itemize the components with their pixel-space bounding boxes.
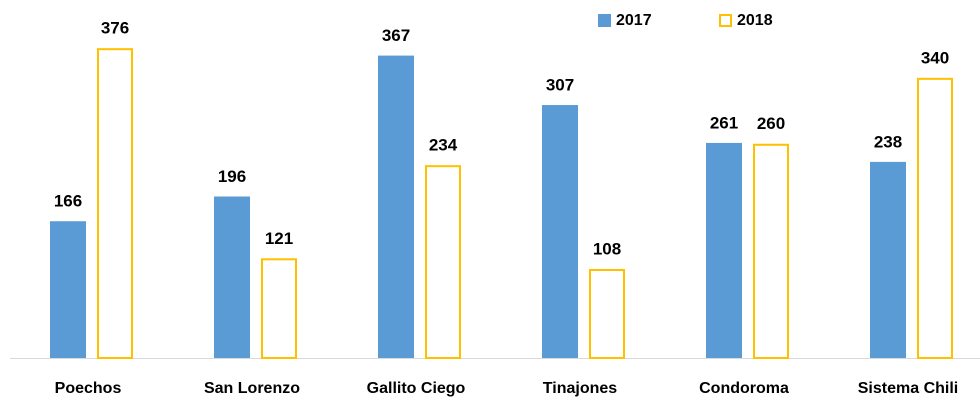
value-label: 238 <box>874 132 902 151</box>
x-tick-label: Gallito Ciego <box>367 380 466 397</box>
value-label: 367 <box>382 26 410 45</box>
value-label: 376 <box>101 19 129 38</box>
bar <box>425 165 461 359</box>
legend-swatch <box>598 14 611 27</box>
bar <box>706 142 742 358</box>
legend-swatch <box>719 14 732 27</box>
value-label: 121 <box>265 229 293 248</box>
bar <box>261 258 297 359</box>
bar <box>917 77 953 359</box>
value-label: 234 <box>429 136 458 155</box>
value-label: 196 <box>218 167 246 186</box>
bar <box>50 221 86 358</box>
value-label: 261 <box>710 113 738 132</box>
x-tick-label: Condoroma <box>699 380 789 397</box>
x-tick-label: Tinajones <box>543 380 617 397</box>
legend-label: 2018 <box>737 12 773 29</box>
x-tick-label: Sistema Chili <box>858 380 958 397</box>
bar <box>589 269 625 359</box>
value-label: 166 <box>54 192 82 211</box>
value-label: 307 <box>546 76 574 95</box>
bar <box>542 105 578 358</box>
bar <box>870 161 906 358</box>
x-tick-label: San Lorenzo <box>204 380 300 397</box>
bar <box>753 143 789 359</box>
value-label: 108 <box>593 239 621 258</box>
legend-label: 2017 <box>616 12 652 29</box>
bar <box>214 196 250 358</box>
value-label: 260 <box>757 114 785 133</box>
x-tick-label: Poechos <box>55 380 122 397</box>
bar <box>378 55 414 358</box>
value-label: 340 <box>921 48 949 67</box>
bar <box>97 48 133 360</box>
